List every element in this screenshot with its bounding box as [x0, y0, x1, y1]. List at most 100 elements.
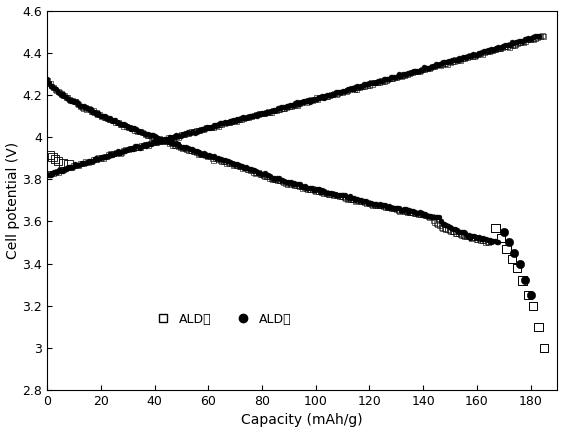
Point: [302, 97, 311, 104]
Point: [354, 197, 363, 204]
Point: [432, 61, 441, 68]
Point: [315, 94, 324, 101]
Point: [257, 110, 266, 117]
Point: [372, 78, 381, 85]
Point: [423, 65, 432, 71]
Point: [64, 95, 73, 102]
Point: [501, 44, 510, 51]
Point: [319, 94, 328, 101]
Point: [383, 76, 392, 83]
Point: [129, 125, 138, 132]
Point: [128, 125, 137, 132]
Point: [400, 206, 409, 213]
Point: [522, 36, 531, 43]
Point: [294, 100, 303, 107]
Point: [74, 162, 83, 169]
Point: [376, 77, 385, 84]
Point: [427, 64, 436, 71]
Point: [99, 154, 108, 161]
Point: [46, 82, 55, 89]
Point: [209, 124, 218, 131]
Point: [93, 110, 102, 117]
Point: [282, 103, 291, 110]
Point: [482, 238, 491, 245]
Point: [111, 120, 120, 126]
Point: [92, 155, 101, 162]
Point: [117, 149, 126, 156]
Point: [226, 159, 235, 166]
Point: [346, 193, 355, 200]
Point: [347, 85, 356, 92]
Point: [312, 94, 321, 101]
Point: [115, 149, 124, 156]
Point: [95, 155, 104, 162]
Point: [443, 223, 452, 229]
Point: [427, 65, 436, 71]
Point: [260, 110, 269, 116]
Point: [314, 95, 323, 102]
Point: [288, 102, 297, 109]
Point: [397, 73, 406, 80]
Point: [271, 175, 280, 182]
Point: [122, 123, 131, 130]
Point: [412, 68, 421, 75]
Point: [528, 35, 537, 42]
Point: [87, 157, 96, 164]
Point: [318, 187, 327, 194]
Point: [475, 236, 484, 242]
Point: [349, 197, 358, 204]
Point: [168, 142, 177, 149]
Point: [166, 134, 175, 141]
Point: [106, 151, 115, 158]
Point: [113, 148, 122, 155]
Point: [311, 186, 320, 193]
Point: [263, 108, 272, 115]
Point: [431, 62, 440, 69]
Point: [78, 104, 87, 111]
Point: [224, 118, 233, 125]
Point: [47, 170, 56, 177]
Point: [120, 122, 129, 129]
Point: [384, 205, 393, 212]
Point: [413, 68, 422, 74]
Point: [84, 105, 93, 112]
Y-axis label: Cell potential (V): Cell potential (V): [6, 142, 20, 259]
Point: [185, 129, 194, 136]
Point: [270, 107, 279, 113]
Point: [310, 96, 319, 103]
Point: [421, 65, 430, 71]
Point: [529, 33, 538, 40]
Point: [189, 129, 198, 136]
Point: [392, 206, 401, 213]
Point: [529, 302, 538, 309]
Point: [144, 142, 153, 149]
Point: [263, 108, 272, 115]
Point: [450, 58, 459, 65]
Point: [205, 124, 214, 131]
Point: [336, 191, 345, 198]
Point: [142, 141, 151, 148]
Point: [146, 140, 155, 147]
Point: [396, 206, 405, 213]
Point: [502, 42, 511, 49]
Point: [518, 38, 527, 45]
Point: [414, 209, 423, 216]
Point: [148, 139, 157, 145]
Point: [436, 61, 445, 68]
Point: [84, 159, 93, 166]
Point: [280, 177, 289, 184]
Point: [250, 167, 259, 174]
Point: [320, 189, 329, 196]
Point: [324, 91, 333, 98]
Point: [468, 234, 477, 241]
Point: [174, 134, 183, 141]
Point: [213, 155, 222, 162]
Point: [235, 163, 244, 170]
Point: [409, 67, 418, 74]
Point: [293, 182, 302, 189]
Point: [96, 155, 105, 162]
Point: [258, 171, 267, 178]
Point: [379, 201, 388, 208]
Point: [372, 201, 381, 208]
Point: [303, 97, 312, 104]
